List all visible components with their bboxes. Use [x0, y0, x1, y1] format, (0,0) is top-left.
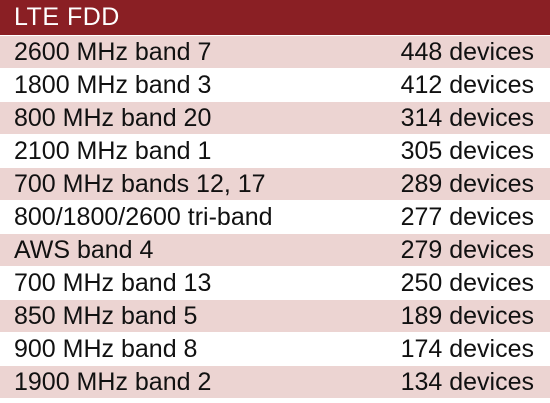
device-count: 134 devices: [400, 367, 534, 396]
band-name: 800 MHz band 20: [14, 103, 212, 132]
band-name: 700 MHz bands 12, 17: [14, 169, 266, 198]
band-name: 1800 MHz band 3: [14, 70, 212, 99]
device-count: 448 devices: [400, 37, 534, 66]
table-row: 2600 MHz band 7 448 devices: [0, 35, 550, 68]
device-count: 289 devices: [400, 169, 534, 198]
device-count: 279 devices: [400, 235, 534, 264]
band-name: 1900 MHz band 2: [14, 367, 212, 396]
band-name: 900 MHz band 8: [14, 334, 198, 363]
band-name: 800/1800/2600 tri-band: [14, 202, 273, 231]
table-row: 850 MHz band 5 189 devices: [0, 299, 550, 332]
band-name: 700 MHz band 13: [14, 268, 212, 297]
device-count: 189 devices: [400, 301, 534, 330]
device-count: 250 devices: [400, 268, 534, 297]
table-row: 700 MHz band 13 250 devices: [0, 266, 550, 299]
table-row: 900 MHz band 8 174 devices: [0, 332, 550, 365]
table-row: 800 MHz band 20 314 devices: [0, 101, 550, 134]
device-count: 305 devices: [400, 136, 534, 165]
table-title: LTE FDD: [0, 0, 550, 35]
table-row: AWS band 4 279 devices: [0, 233, 550, 266]
device-count: 277 devices: [400, 202, 534, 231]
device-count: 412 devices: [400, 70, 534, 99]
table-row: 2100 MHz band 1 305 devices: [0, 134, 550, 167]
band-name: AWS band 4: [14, 235, 154, 264]
device-count: 174 devices: [400, 334, 534, 363]
table-row: 1900 MHz band 2 134 devices: [0, 365, 550, 398]
table-row: 1800 MHz band 3 412 devices: [0, 68, 550, 101]
band-name: 2600 MHz band 7: [14, 37, 212, 66]
band-name: 850 MHz band 5: [14, 301, 198, 330]
band-name: 2100 MHz band 1: [14, 136, 212, 165]
device-count: 314 devices: [400, 103, 534, 132]
table-row: 800/1800/2600 tri-band 277 devices: [0, 200, 550, 233]
table-body: 2600 MHz band 7 448 devices 1800 MHz ban…: [0, 35, 550, 403]
table-row: 700 MHz bands 12, 17 289 devices: [0, 167, 550, 200]
